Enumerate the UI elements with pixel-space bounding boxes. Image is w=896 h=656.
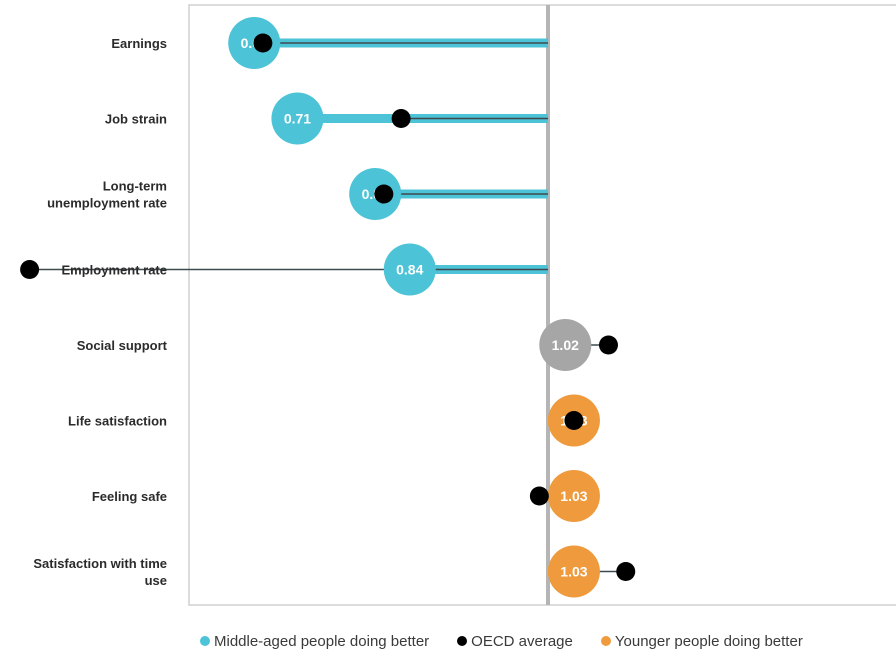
legend-swatch-oecd xyxy=(457,636,468,646)
value-bubble-4 xyxy=(539,319,592,371)
oecd-dot-5 xyxy=(564,411,584,430)
value-bubble-3 xyxy=(383,243,436,296)
value-bubble-1 xyxy=(271,92,324,145)
category-label-6: Feeling safe xyxy=(92,489,167,504)
oecd-dot-2 xyxy=(374,184,394,204)
legend-item-younger: Younger people doing better xyxy=(600,632,803,650)
value-label-6: 1.03 xyxy=(560,488,587,504)
category-label-7: Satisfaction with time use xyxy=(33,556,167,588)
legend-label-younger: Younger people doing better xyxy=(614,632,803,650)
oecd-dot-4 xyxy=(598,335,618,355)
oecd-dot-0 xyxy=(253,33,273,53)
legend-swatch-middle-aged xyxy=(200,636,210,646)
category-label-4: Social support xyxy=(77,338,168,353)
value-bubble-7 xyxy=(547,545,600,598)
legend-label-middle-aged: Middle-aged people doing better xyxy=(214,632,430,650)
oecd-dot-3 xyxy=(20,260,40,279)
category-label-0: Earnings xyxy=(111,36,167,51)
category-label-1: Job strain xyxy=(105,112,167,127)
category-label-2: Long-term unemployment rate xyxy=(47,179,167,211)
category-label-3: Employment rate xyxy=(62,263,167,278)
legend-item-middle-aged: Middle-aged people doing better xyxy=(200,633,429,650)
value-bubble-6 xyxy=(547,470,600,522)
legend: Middle-aged people doing better OECD ave… xyxy=(200,630,896,652)
value-label-3: 0.84 xyxy=(396,262,423,278)
oecd-dot-1 xyxy=(391,109,411,128)
oecd-dot-7 xyxy=(616,562,636,581)
legend-label-oecd: OECD average xyxy=(471,632,573,650)
legend-item-oecd: OECD average xyxy=(457,633,573,650)
value-label-7: 1.03 xyxy=(560,564,587,580)
value-label-4: 1.02 xyxy=(552,337,579,353)
oecd-dot-6 xyxy=(529,486,549,506)
value-label-1: 0.71 xyxy=(284,111,311,127)
category-label-5: Life satisfaction xyxy=(68,414,167,429)
legend-swatch-younger xyxy=(600,636,611,646)
